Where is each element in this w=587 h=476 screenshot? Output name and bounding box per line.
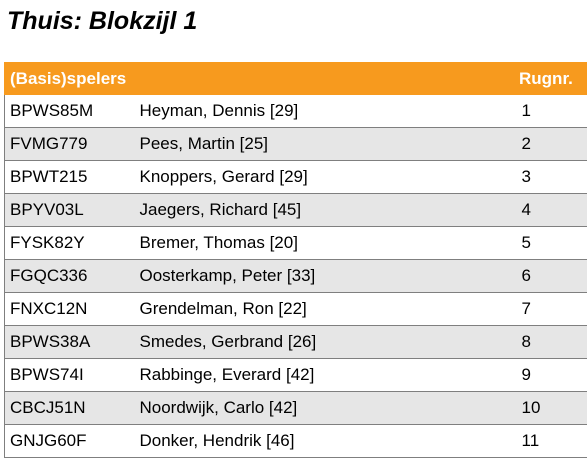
table-row: GNJG60F Donker, Hendrik [46] 11 (4, 424, 587, 458)
table-row: FVMG779 Pees, Martin [25] 2 (4, 127, 587, 161)
table-header-row: (Basis)spelers Rugnr. (3, 62, 587, 95)
table-row: BPWS85M Heyman, Dennis [29] 1 (4, 94, 587, 128)
table-row: FNXC12N Grendelman, Ron [22] 7 (4, 292, 587, 326)
table-row: CBCJ51N Noordwijk, Carlo [42] 10 (4, 391, 587, 425)
player-name: Heyman, Dennis [29] (134, 94, 514, 128)
header-shirt-number: Rugnr. (513, 62, 587, 95)
header-players: (Basis)spelers (3, 62, 515, 95)
player-name: Smedes, Gerbrand [26] (134, 325, 514, 359)
shirt-number: 7 (513, 292, 587, 326)
shirt-number: 5 (513, 226, 587, 260)
shirt-number: 2 (513, 127, 587, 161)
table-row: FYSK82Y Bremer, Thomas [20] 5 (4, 226, 587, 260)
shirt-number: 9 (513, 358, 587, 392)
page-title: Thuis: Blokzijl 1 (7, 7, 198, 35)
shirt-number: 10 (513, 391, 587, 425)
shirt-number: 1 (513, 94, 587, 128)
player-name: Grendelman, Ron [22] (134, 292, 514, 326)
player-name: Noordwijk, Carlo [42] (134, 391, 514, 425)
player-code: FYSK82Y (4, 226, 135, 260)
player-roster-table: (Basis)spelers Rugnr. BPWS85M Heyman, Den… (3, 62, 587, 458)
player-name: Donker, Hendrik [46] (134, 424, 514, 458)
shirt-number: 6 (513, 259, 587, 293)
player-code: BPWS85M (4, 94, 135, 128)
player-name: Bremer, Thomas [20] (134, 226, 514, 260)
player-name: Oosterkamp, Peter [33] (134, 259, 514, 293)
player-code: FVMG779 (4, 127, 135, 161)
shirt-number: 11 (513, 424, 587, 458)
player-code: BPWS74I (4, 358, 135, 392)
player-name: Rabbinge, Everard [42] (134, 358, 514, 392)
player-code: BPWS38A (4, 325, 135, 359)
shirt-number: 4 (513, 193, 587, 227)
shirt-number: 3 (513, 160, 587, 194)
table-row: BPWS74I Rabbinge, Everard [42] 9 (4, 358, 587, 392)
player-code: BPWT215 (4, 160, 135, 194)
player-code: FGQC336 (4, 259, 135, 293)
player-code: CBCJ51N (4, 391, 135, 425)
table-row: BPWS38A Smedes, Gerbrand [26] 8 (4, 325, 587, 359)
player-code: FNXC12N (4, 292, 135, 326)
player-name: Jaegers, Richard [45] (134, 193, 514, 227)
player-name: Pees, Martin [25] (134, 127, 514, 161)
table-row: BPWT215 Knoppers, Gerard [29] 3 (4, 160, 587, 194)
shirt-number: 8 (513, 325, 587, 359)
table-body: BPWS85M Heyman, Dennis [29] 1 FVMG779 Pees, … (4, 94, 587, 458)
player-code: BPYV03L (4, 193, 135, 227)
player-code: GNJG60F (4, 424, 135, 458)
table-row: FGQC336 Oosterkamp, Peter [33] 6 (4, 259, 587, 293)
table-row: BPYV03L Jaegers, Richard [45] 4 (4, 193, 587, 227)
player-name: Knoppers, Gerard [29] (134, 160, 514, 194)
